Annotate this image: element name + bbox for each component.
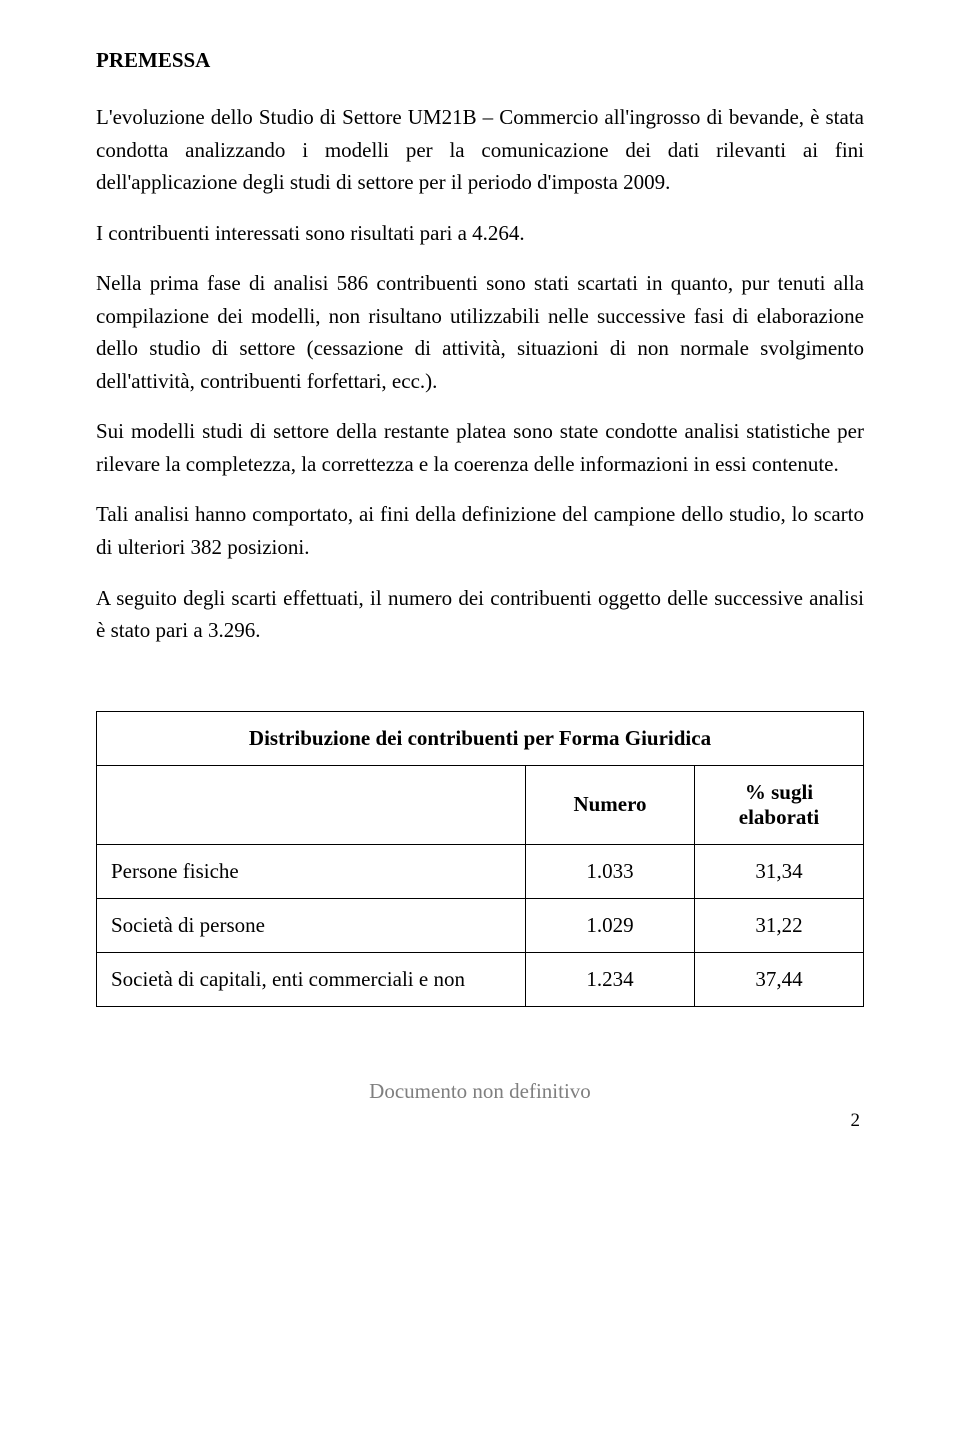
table-cell-label: Persone fisiche: [97, 844, 526, 898]
table-cell-percent: 37,44: [695, 952, 864, 1006]
section-heading: PREMESSA: [96, 48, 864, 73]
table-header-blank: [97, 765, 526, 844]
table-row: Società di capitali, enti commerciali e …: [97, 952, 864, 1006]
paragraph: I contribuenti interessati sono risultat…: [96, 217, 864, 250]
paragraph: Sui modelli studi di settore della resta…: [96, 415, 864, 480]
table-cell-number: 1.234: [526, 952, 695, 1006]
footer-text: Documento non definitivo: [96, 1079, 864, 1104]
paragraph: L'evoluzione dello Studio di Settore UM2…: [96, 101, 864, 199]
table-header-percent: % sugli elaborati: [695, 765, 864, 844]
paragraph: A seguito degli scarti effettuati, il nu…: [96, 582, 864, 647]
table-cell-percent: 31,34: [695, 844, 864, 898]
table-header-row: Numero % sugli elaborati: [97, 765, 864, 844]
paragraph: Tali analisi hanno comportato, ai fini d…: [96, 498, 864, 563]
distribution-table: Distribuzione dei contribuenti per Forma…: [96, 711, 864, 1007]
paragraph: Nella prima fase di analisi 586 contribu…: [96, 267, 864, 397]
table-title: Distribuzione dei contribuenti per Forma…: [97, 711, 864, 765]
table-cell-label: Società di persone: [97, 898, 526, 952]
table-header-number: Numero: [526, 765, 695, 844]
table-cell-percent: 31,22: [695, 898, 864, 952]
table-row: Persone fisiche 1.033 31,34: [97, 844, 864, 898]
table-cell-number: 1.029: [526, 898, 695, 952]
table-title-row: Distribuzione dei contribuenti per Forma…: [97, 711, 864, 765]
table-row: Società di persone 1.029 31,22: [97, 898, 864, 952]
document-page: PREMESSA L'evoluzione dello Studio di Se…: [0, 0, 960, 1172]
page-number: 2: [96, 1110, 864, 1132]
table-cell-number: 1.033: [526, 844, 695, 898]
table-cell-label: Società di capitali, enti commerciali e …: [97, 952, 526, 1006]
